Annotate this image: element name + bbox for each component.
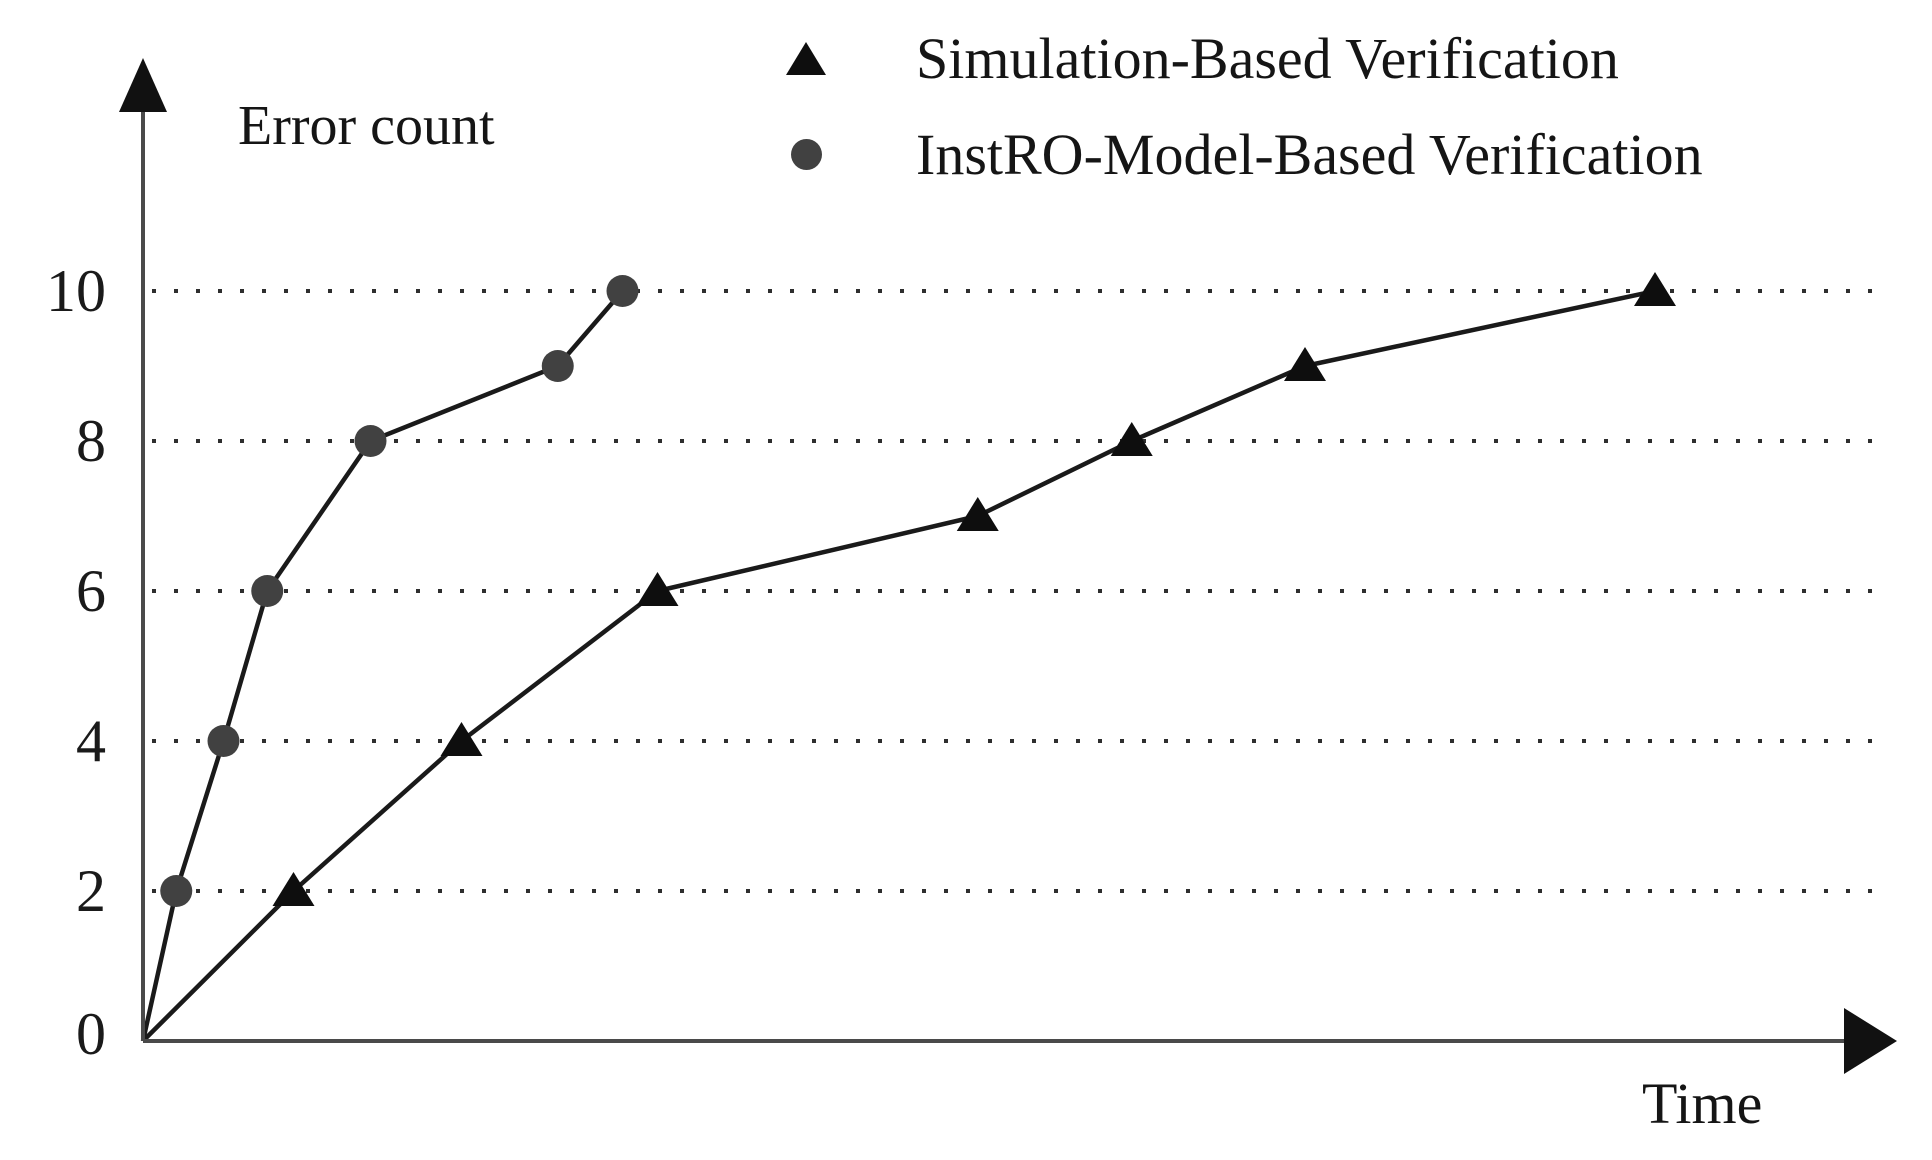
legend-item-simulation: Simulation-Based Verification <box>784 22 1703 94</box>
y-tick-label-0: 0 <box>76 1001 106 1067</box>
triangle-icon <box>786 41 826 75</box>
data-point-circle-y2 <box>160 875 193 907</box>
data-point-circle-y6 <box>251 575 284 607</box>
circle-icon <box>790 138 822 170</box>
x-axis-label: Time <box>1642 1071 1763 1136</box>
data-point-circle-y10 <box>606 275 639 307</box>
y-tick-label-8: 8 <box>76 408 106 474</box>
y-axis-label: Error count <box>238 95 495 157</box>
data-point-circle-y9 <box>541 350 574 382</box>
data-point-triangle-y6 <box>636 572 679 606</box>
data-point-triangle-y8 <box>1110 422 1153 456</box>
legend-label-instro: InstRO-Model-Based Verification <box>916 121 1703 187</box>
series-line-0 <box>141 288 1656 1043</box>
y-tick-label-4: 4 <box>76 708 106 774</box>
chart-legend: Simulation-Based Verification InstRO-Mod… <box>784 22 1703 190</box>
data-point-triangle-y7 <box>956 497 999 531</box>
x-axis-arrowhead-icon <box>1844 1008 1897 1074</box>
y-tick-label-10: 10 <box>46 258 106 324</box>
legend-label-simulation: Simulation-Based Verification <box>916 25 1619 91</box>
data-point-triangle-y10 <box>1634 272 1676 306</box>
legend-triangle-marker <box>784 41 828 75</box>
data-point-triangle-y4 <box>440 722 483 756</box>
data-point-triangle-y9 <box>1284 347 1326 381</box>
y-tick-label-6: 6 <box>76 558 106 624</box>
series-line-1 <box>140 289 625 1042</box>
data-point-triangle-y2 <box>272 872 315 906</box>
data-point-circle-y8 <box>354 425 387 457</box>
y-axis-arrowhead-icon <box>119 58 167 112</box>
y-tick-label-2: 2 <box>76 858 106 924</box>
legend-circle-marker <box>784 138 828 170</box>
data-point-circle-y4 <box>207 725 240 757</box>
legend-item-instro: InstRO-Model-Based Verification <box>784 118 1703 190</box>
